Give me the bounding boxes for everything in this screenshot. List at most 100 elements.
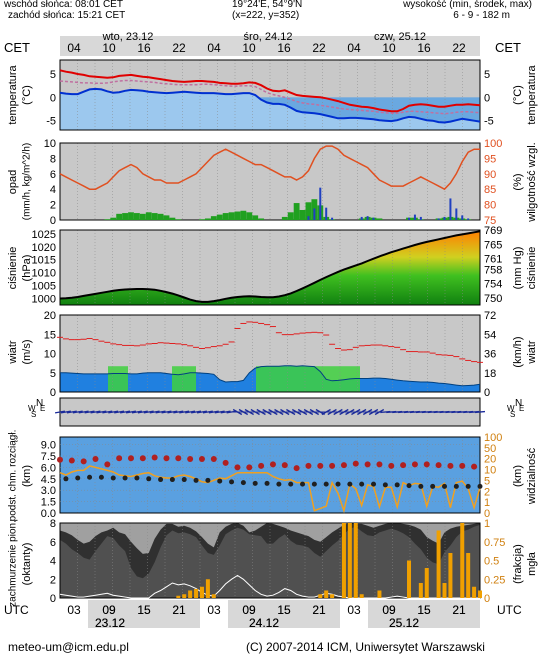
pressure-ytick: 1025 <box>32 229 56 241</box>
cloud-mid-dot <box>382 482 388 488</box>
bottom-hour-tick: 15 <box>417 603 431 617</box>
precip-rain-bar <box>222 213 229 220</box>
fog-bar <box>353 523 358 598</box>
humidity-y2tick: 75 <box>484 215 496 227</box>
wind-direction-arrow <box>72 410 83 414</box>
cloud-mid-dot <box>217 478 223 484</box>
temperature-frame <box>59 59 481 131</box>
fog-y2tick: 0.25 <box>484 574 505 586</box>
wind-direction-arrow <box>78 410 89 414</box>
wind-y2tick: 36 <box>484 349 496 361</box>
wind-direction-arrow <box>474 410 486 414</box>
cloud-high-dot <box>352 460 359 467</box>
cloud-low-fill <box>60 524 480 598</box>
wind-direction-arrow <box>66 410 77 414</box>
fog-bar <box>318 594 323 598</box>
precip-ytick: 10 <box>44 138 56 150</box>
fog-bar <box>359 594 364 598</box>
temperature-ytick: -5 <box>46 116 56 128</box>
cloud-mid-dot <box>442 483 448 489</box>
cloud-mid-dot <box>134 475 140 481</box>
wind-direction-arrow <box>84 410 95 414</box>
wind-direction-arrow <box>114 410 125 414</box>
bottom-hour-tick: 15 <box>137 603 151 617</box>
pressure-line <box>59 230 481 303</box>
wind-direction-arrow <box>333 408 343 416</box>
precip-rain-bar <box>139 213 146 220</box>
top-time-strip <box>60 36 480 56</box>
precip-rain-bar <box>281 216 288 220</box>
cloud-ytick: 4 <box>50 556 56 568</box>
visibility-ytick: 0.0 <box>41 508 56 520</box>
fog-bar <box>211 594 216 598</box>
bottom-tz-label: UTC <box>4 603 29 617</box>
top-hour-tick: 04 <box>207 41 221 55</box>
cloud-mid-dot <box>477 483 483 489</box>
fog-bar <box>377 590 382 598</box>
cloud-mid-dot <box>311 481 317 487</box>
precip-snow-bar <box>455 208 458 220</box>
precip-ytick: 0 <box>50 215 56 227</box>
pressure-y2tick: 769 <box>484 225 502 237</box>
cloud-high-dot <box>57 456 63 463</box>
wind-direction-arrow <box>179 410 190 414</box>
wind-ytick: 20 <box>44 310 56 322</box>
precip-rain-bar <box>104 219 111 220</box>
bottom-hour-tick: 21 <box>452 603 466 617</box>
wind-direction-arrow <box>102 410 113 414</box>
bottom-hour-tick: 09 <box>242 603 256 617</box>
bottom-strip-night <box>340 600 368 628</box>
bottom-hour-tick: 21 <box>172 603 186 617</box>
humidity-y2tick: 90 <box>484 169 496 181</box>
visibility-ytick: 6.0 <box>41 462 56 474</box>
visibility-ytick: 1.5 <box>41 497 56 509</box>
precip-rain-bar <box>299 209 306 220</box>
bottom-hour-tick: 09 <box>242 603 256 617</box>
cloud-mid-dot <box>63 476 69 482</box>
cloud-mid-dot <box>229 479 235 485</box>
cloud-frame <box>59 522 481 599</box>
precip-snow-bar <box>331 217 334 220</box>
bottom-hour-tick: 21 <box>312 603 326 617</box>
top-tz-label: CET <box>4 40 30 55</box>
wind-strong-block <box>108 366 128 392</box>
bottom-day-label: 23.12 <box>95 616 125 630</box>
top-tz-right-label: CET <box>495 40 521 55</box>
cloud-mid-dot <box>169 477 175 483</box>
fog-bar <box>478 590 482 598</box>
fog-bar <box>330 594 335 598</box>
wind-direction-arrow <box>137 410 148 414</box>
wind-direction-arrow <box>196 410 208 414</box>
fog-bar <box>460 523 465 598</box>
footer-email[interactable]: meteo-um@icm.edu.pl <box>8 640 129 654</box>
wind-direction-arrow <box>357 408 367 416</box>
precip-rain-bar <box>258 218 265 220</box>
coords-text: 19°24'E, 54°9'N <box>232 0 303 10</box>
wind-speed-line <box>60 365 481 387</box>
precip-rain-bar <box>246 212 253 220</box>
visibility-y2tick: 1 <box>484 497 490 509</box>
cloud-high-dot <box>376 461 383 468</box>
visibility-ytick: 7.5 <box>41 451 56 463</box>
bottom-tz-right-label: UTC <box>497 603 522 617</box>
pressure-ytick: 1015 <box>32 255 56 267</box>
precip-rain-bar <box>163 215 170 220</box>
cloud-ytick: 2 <box>50 574 56 586</box>
precip-rain-bar <box>305 202 312 220</box>
cloud-high-dot <box>104 461 111 468</box>
wind-direction-arrow <box>250 408 260 416</box>
bottom-strip-night <box>60 600 88 628</box>
bottom-day-label: 25.12 <box>389 616 419 630</box>
precip-rain-bar <box>376 218 383 220</box>
visibility-ytick: 3.0 <box>41 485 56 497</box>
height-label: wysokość (min, środek, max) <box>403 0 532 10</box>
wind-direction-arrow <box>208 410 219 414</box>
precip-snow-bar <box>467 218 470 220</box>
bottom-hour-tick: 03 <box>67 603 81 617</box>
wind-direction-arrow <box>345 408 355 416</box>
precip-rain-bar <box>228 212 235 220</box>
footer-copyright: (C) 2007-2014 ICM, Uniwersytet Warszawsk… <box>246 640 485 654</box>
precipitation-frame <box>59 142 481 221</box>
bottom-day-label: 25.12 <box>389 616 419 630</box>
cloud-high-dot <box>269 461 276 468</box>
